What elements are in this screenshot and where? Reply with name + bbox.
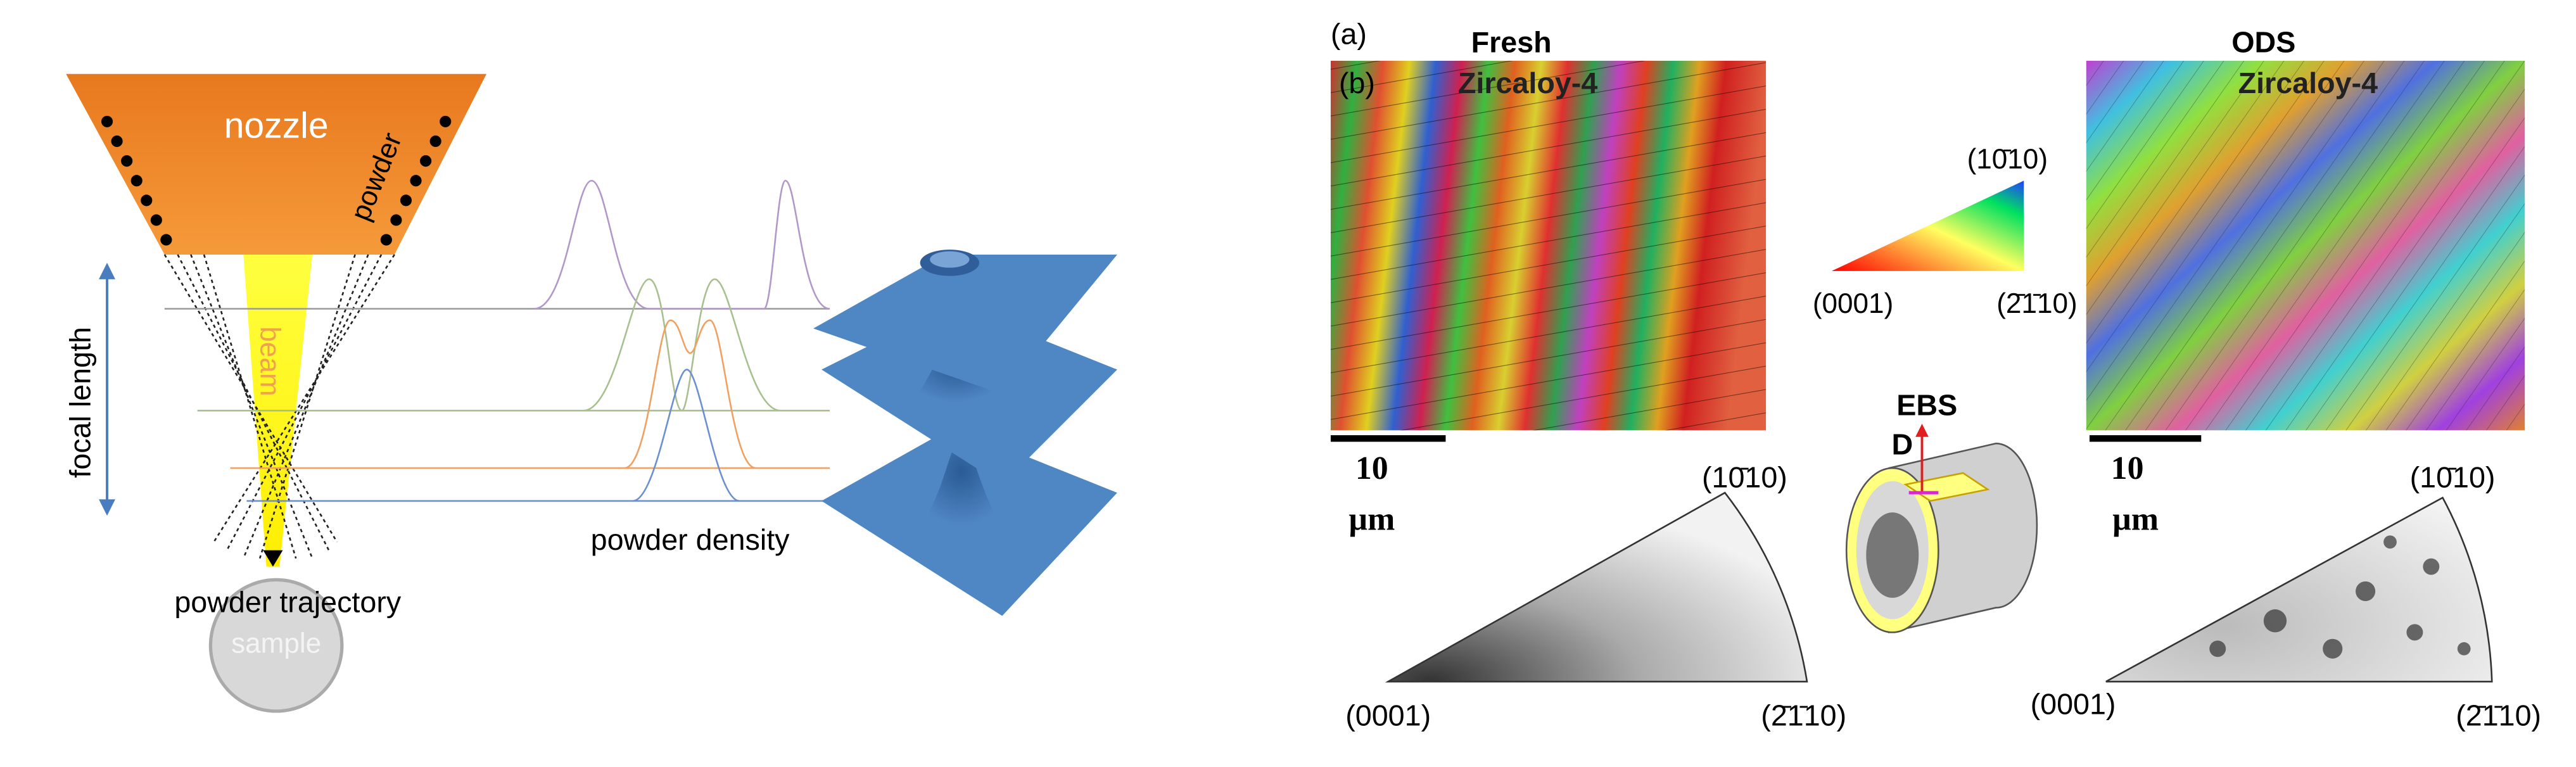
scale-value: 10 — [2111, 450, 2144, 486]
map-title: Zircaloy-4 — [1458, 67, 1597, 99]
color-key — [1831, 181, 2024, 271]
sample — [208, 578, 344, 713]
grain-boundaries — [2086, 60, 2525, 431]
nozzle — [66, 73, 487, 255]
scale-unit: µm — [1348, 502, 1395, 538]
pole-label: (2̄1̄10) — [1761, 699, 1846, 732]
map-title: Fresh — [1471, 25, 1552, 58]
map-title: ODS — [2231, 25, 2295, 58]
pole-label: (10̄10) — [2410, 461, 2496, 494]
ebsd-label: EBS — [1896, 388, 1957, 421]
ebsd-label: D — [1891, 428, 1913, 461]
pole-spots — [2209, 535, 2471, 659]
panel-label: (b) — [1339, 67, 1375, 99]
focal-length-label: focal length — [63, 327, 96, 478]
key-label: (2̄1̄10) — [1996, 288, 2077, 319]
sample-label: sample — [231, 628, 321, 659]
pole-figure — [2105, 496, 2493, 683]
powder-dots — [101, 115, 452, 246]
pole-label: (0001) — [1345, 699, 1431, 732]
arrowhead — [263, 550, 283, 567]
key-label: (10̄10) — [1967, 144, 2048, 175]
scale-unit: µm — [2112, 502, 2159, 538]
map-title: Zircaloy-4 — [2238, 67, 2378, 99]
scale-value: 10 — [1355, 450, 1388, 486]
density-label: powder density — [591, 523, 790, 556]
beam-label: beam — [255, 326, 286, 396]
pole-figure — [1385, 491, 1808, 683]
density-planes — [813, 250, 1117, 616]
pole-label: (10̄10) — [1702, 461, 1787, 494]
panel-label: (a) — [1331, 17, 1367, 50]
tube-sample — [1845, 424, 2038, 633]
density-curves — [534, 179, 830, 502]
key-label: (0001) — [1813, 288, 1893, 319]
arrowhead — [99, 499, 115, 516]
grain-boundaries — [1330, 60, 1767, 431]
pole-label: (0001) — [2031, 687, 2116, 720]
nozzle-label: nozzle — [224, 105, 329, 146]
arrowhead — [99, 262, 115, 279]
trajectory-label: powder trajectory — [174, 586, 402, 619]
pole-label: (2̄1̄10) — [2456, 699, 2541, 732]
